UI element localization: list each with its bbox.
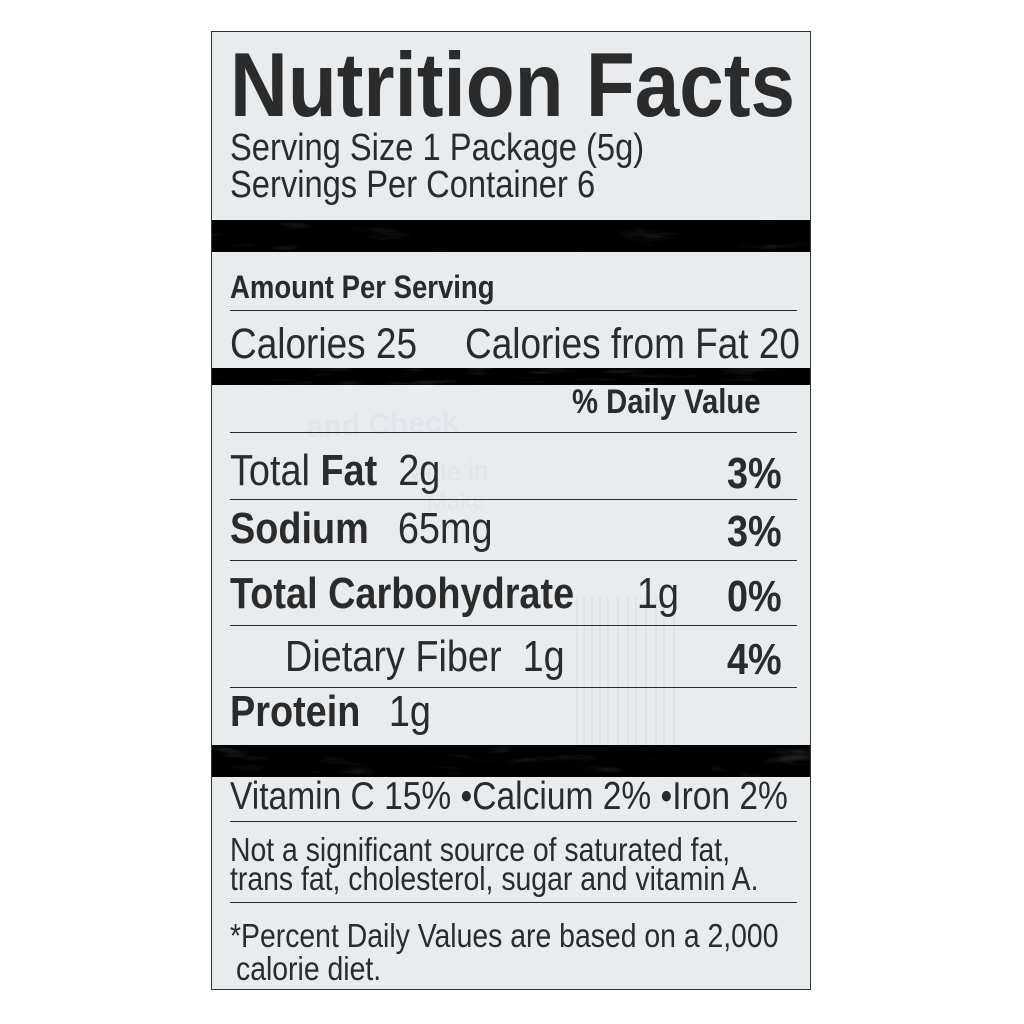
svg-text:and Check: and Check	[306, 406, 459, 444]
